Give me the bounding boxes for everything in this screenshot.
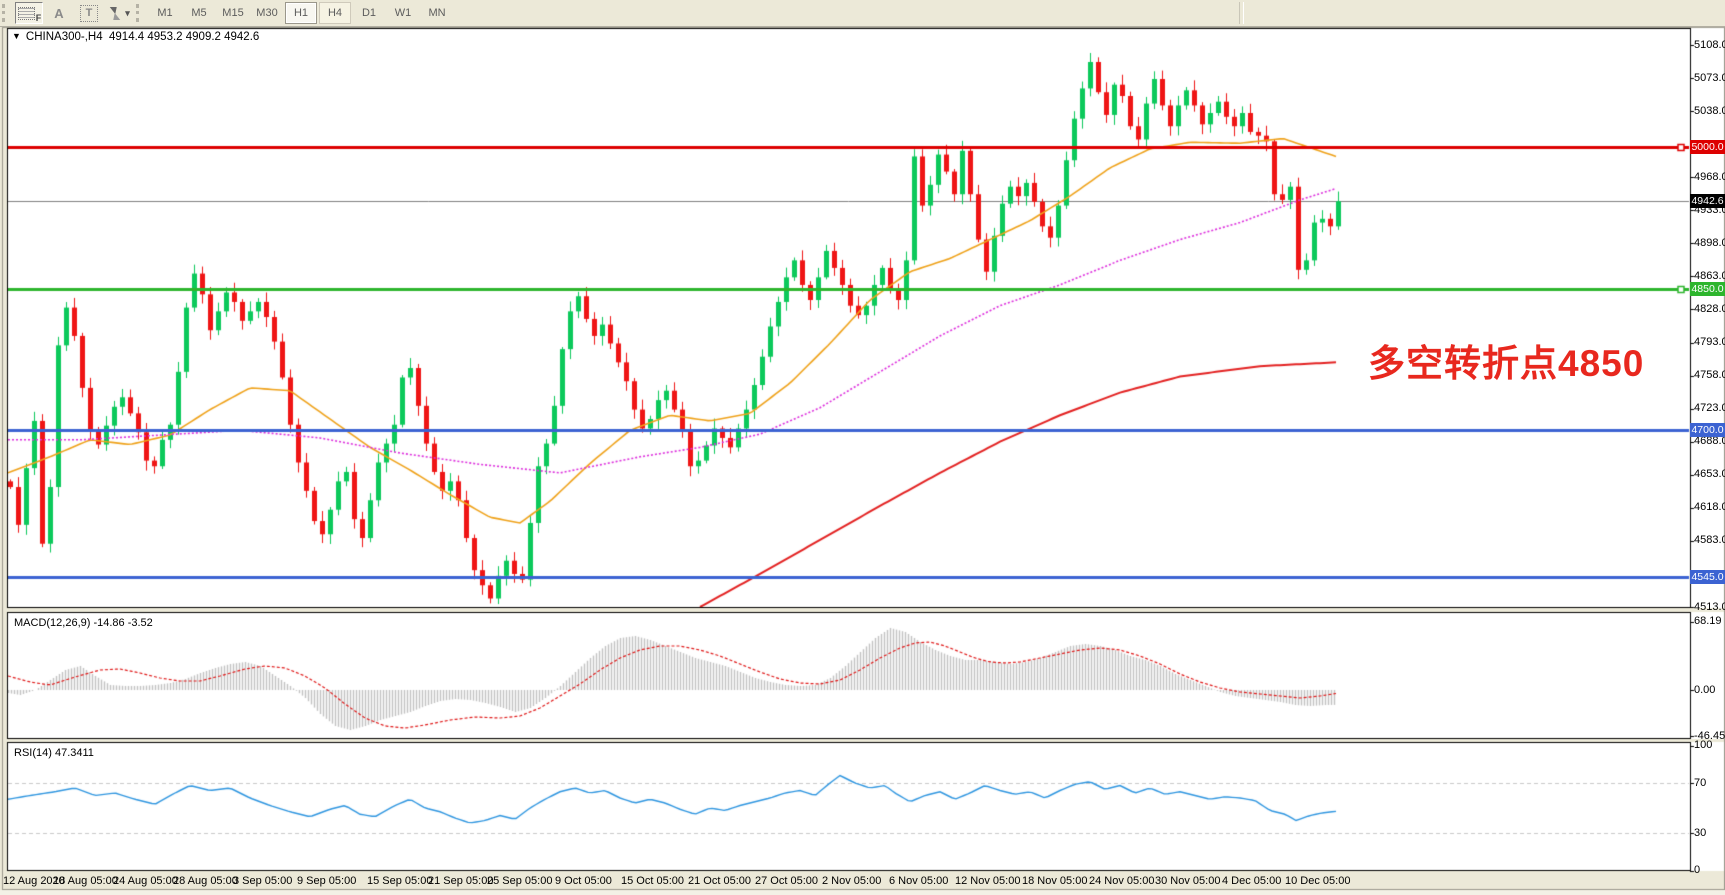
toolbar-grip[interactable] [2, 4, 10, 22]
chart-symbol-period: CHINA300-,H4 [25, 31, 103, 43]
time-axis-label: 12 Aug 2020 [3, 875, 65, 887]
chevron-down-icon: ▾ [125, 7, 130, 18]
price-level-tag: 5000.0 [1690, 140, 1725, 154]
timeframe-d1-button[interactable]: D1 [361, 7, 377, 19]
grid-icon [17, 6, 35, 20]
text-box-tool-button[interactable]: T [75, 2, 103, 24]
price-axis-tick: 5073.0 [1694, 71, 1725, 84]
time-axis-label: 12 Nov 05:00 [955, 875, 1021, 887]
timeframe-h1-button[interactable]: H1 [285, 2, 317, 24]
time-axis-label: 21 Oct 05:00 [688, 875, 751, 887]
chart-title: ▼ CHINA300-,H4 4914.4 4953.2 4909.2 4942.… [12, 31, 259, 43]
chart-ohlc-values: 4914.4 4953.2 4909.2 4942.6 [109, 31, 260, 43]
text-box-icon: T [80, 4, 98, 22]
price-level-tag: 4700.0 [1690, 423, 1725, 438]
time-axis-label: 10 Dec 05:00 [1285, 875, 1351, 887]
rsi-axis-tick: 100 [1694, 739, 1713, 751]
time-axis-label: 4 Dec 05:00 [1222, 875, 1282, 887]
drawing-tools-group: F A T ▾ [14, 2, 134, 24]
price-axis-tick: 4828.0 [1694, 302, 1725, 315]
price-level-tag: 4850.0 [1690, 281, 1725, 296]
price-level-tag: 4942.6 [1690, 194, 1725, 209]
timeframe-m1-button[interactable]: M1 [157, 7, 173, 19]
price-axis-tick: 4723.0 [1694, 402, 1725, 415]
text-label-tool-button[interactable]: A [54, 5, 64, 21]
time-axis-label: 15 Sep 05:00 [367, 875, 433, 887]
rsi-axis-tick: 70 [1694, 776, 1707, 789]
price-axis-tick: 4898.0 [1694, 236, 1725, 249]
price-axis-tick: 4583.0 [1694, 534, 1725, 547]
rsi-axis-tick: 30 [1694, 826, 1707, 839]
time-axis-label: 9 Oct 05:00 [555, 875, 612, 887]
macd-axis-tick: 0.00 [1694, 683, 1716, 696]
rsi-indicator-label: RSI(14) 47.3411 [14, 747, 94, 759]
time-axis-label: 2 Nov 05:00 [822, 875, 882, 887]
price-axis-tick: 4653.0 [1694, 468, 1725, 481]
time-axis-label: 6 Nov 05:00 [889, 875, 949, 887]
main-toolbar: F A T ▾ M1 M5 M15 M30 H1 H4 D1 W1 MN [0, 0, 1725, 27]
timeframes-group: M1 M5 M15 M30 H1 H4 D1 W1 MN [148, 2, 454, 24]
macd-axis-tick: 68.19 [1694, 615, 1722, 628]
price-axis-tick: 4688.0 [1694, 435, 1725, 448]
time-axis-label: 25 Sep 05:00 [487, 875, 553, 887]
time-axis-label: 15 Oct 05:00 [621, 875, 684, 887]
time-axis-label: 18 Aug 05:00 [53, 875, 118, 887]
arrows-icon [108, 7, 122, 20]
chart-text-annotation: 多空转折点4850 [1368, 343, 1645, 384]
rsi-axis-tick: 0 [1694, 864, 1701, 876]
time-axis-label: 3 Sep 05:00 [233, 875, 293, 887]
price-axis-tick: 4968.0 [1694, 170, 1725, 183]
time-axis-label: 30 Nov 05:00 [1155, 875, 1221, 887]
time-axis-label: 9 Sep 05:00 [297, 875, 357, 887]
time-axis-label: 24 Nov 05:00 [1089, 875, 1155, 887]
macd-axis-tick: -46.45 [1694, 729, 1725, 742]
price-grid-tool-button[interactable]: F [15, 2, 43, 24]
toolbar-separator [1239, 2, 1244, 24]
arrow-objects-tool-button[interactable]: ▾ [105, 2, 133, 24]
time-axis-label: 24 Aug 05:00 [113, 875, 178, 887]
timeframe-m30-button[interactable]: M30 [256, 7, 278, 19]
timeframe-m15-button[interactable]: M15 [222, 7, 244, 19]
symbol-dropdown-icon[interactable]: ▼ [12, 31, 21, 41]
price-axis-tick: 4863.0 [1694, 269, 1725, 282]
macd-indicator-label: MACD(12,26,9) -14.86 -3.52 [14, 617, 153, 629]
timeframe-m5-button[interactable]: M5 [191, 7, 207, 19]
timeframe-h4-button[interactable]: H4 [319, 2, 351, 24]
price-level-tag: 4545.0 [1690, 569, 1725, 584]
timeframe-mn-button[interactable]: MN [428, 7, 446, 19]
toolbar-grip[interactable] [136, 4, 144, 22]
price-axis-tick: 5108.0 [1694, 38, 1725, 51]
price-axis-tick: 4618.0 [1694, 501, 1725, 514]
price-axis-tick: 4793.0 [1694, 336, 1725, 349]
time-axis-label: 28 Aug 05:00 [173, 875, 238, 887]
price-axis-tick: 4758.0 [1694, 369, 1725, 382]
time-axis-label: 18 Nov 05:00 [1022, 875, 1088, 887]
f-glyph: F [35, 13, 42, 23]
time-axis-label: 27 Oct 05:00 [755, 875, 818, 887]
price-axis-tick: 4513.0 [1694, 600, 1725, 613]
time-axis-label: 21 Sep 05:00 [428, 875, 494, 887]
timeframe-w1-button[interactable]: W1 [394, 7, 412, 19]
price-axis-tick: 5038.0 [1694, 104, 1725, 117]
